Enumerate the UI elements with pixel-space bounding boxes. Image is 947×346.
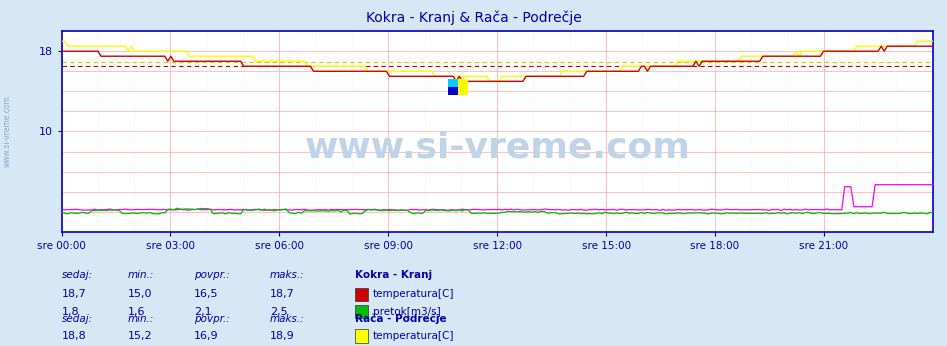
Text: maks.:: maks.: bbox=[270, 313, 305, 324]
Text: povpr.:: povpr.: bbox=[194, 313, 230, 324]
Text: maks.:: maks.: bbox=[270, 270, 305, 280]
Text: www.si-vreme.com: www.si-vreme.com bbox=[3, 95, 12, 167]
Text: 1,6: 1,6 bbox=[128, 307, 145, 317]
Text: sedaj:: sedaj: bbox=[62, 270, 93, 280]
Bar bbox=[458, 79, 469, 95]
Text: pretok[m3/s]: pretok[m3/s] bbox=[373, 307, 441, 317]
Text: 15,0: 15,0 bbox=[128, 289, 152, 299]
Text: min.:: min.: bbox=[128, 270, 154, 280]
Text: min.:: min.: bbox=[128, 313, 154, 324]
Bar bbox=[448, 87, 458, 95]
Text: Kokra - Kranj & Rača - Podrečje: Kokra - Kranj & Rača - Podrečje bbox=[366, 10, 581, 25]
Text: 16,9: 16,9 bbox=[194, 331, 219, 341]
Text: 18,7: 18,7 bbox=[270, 289, 295, 299]
Text: 18,7: 18,7 bbox=[62, 289, 86, 299]
Text: povpr.:: povpr.: bbox=[194, 270, 230, 280]
Text: sedaj:: sedaj: bbox=[62, 313, 93, 324]
Text: 1,8: 1,8 bbox=[62, 307, 80, 317]
Bar bbox=[448, 79, 458, 95]
Text: 18,8: 18,8 bbox=[62, 331, 86, 341]
Text: 2,1: 2,1 bbox=[194, 307, 212, 317]
Text: 2,5: 2,5 bbox=[270, 307, 288, 317]
Text: 16,5: 16,5 bbox=[194, 289, 219, 299]
Text: 15,2: 15,2 bbox=[128, 331, 152, 341]
Text: Kokra - Kranj: Kokra - Kranj bbox=[355, 270, 432, 280]
Text: 18,9: 18,9 bbox=[270, 331, 295, 341]
Text: temperatura[C]: temperatura[C] bbox=[373, 331, 455, 341]
Text: temperatura[C]: temperatura[C] bbox=[373, 289, 455, 299]
Text: www.si-vreme.com: www.si-vreme.com bbox=[304, 130, 690, 165]
Text: Rača - Podrečje: Rača - Podrečje bbox=[355, 313, 447, 324]
